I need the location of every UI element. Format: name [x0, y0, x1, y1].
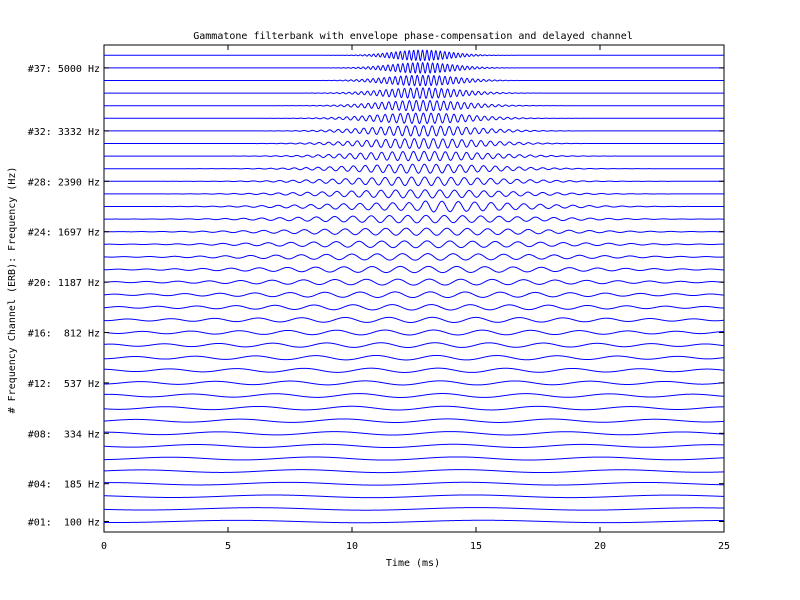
channel-trace-22: [103, 253, 724, 261]
y-axis-label: # Frequency Channel (ERB): Frequency (Hz…: [7, 167, 18, 414]
channel-trace-26: [104, 200, 724, 213]
channel-trace-5: [103, 469, 724, 474]
chart-title: Gammatone filterbank with envelope phase…: [193, 31, 633, 42]
y-axis: #01: 100 Hz #04: 185 Hz #08: 334 Hz #12: 53…: [28, 64, 724, 529]
y-tick-label: #37: 5000 Hz: [28, 64, 100, 75]
channel-trace-36: [104, 74, 724, 87]
channel-trace-8: [104, 431, 724, 436]
channel-trace-9: [103, 418, 724, 423]
y-tick-label: #08: 334 Hz: [28, 429, 100, 440]
channel-trace-23: [103, 240, 724, 249]
channel-trace-6: [103, 456, 724, 461]
channel-trace-1: [104, 519, 724, 524]
x-tick-label: 10: [346, 541, 358, 552]
channel-trace-21: [104, 265, 724, 274]
channel-trace-13: [103, 367, 724, 373]
channel-trace-24: [104, 227, 724, 236]
channel-trace-12: [103, 380, 724, 386]
y-tick-label: #01: 100 Hz: [28, 518, 100, 529]
channel-trace-19: [103, 291, 724, 299]
x-axis-label: Time (ms): [386, 558, 440, 569]
channel-trace-15: [103, 342, 724, 348]
channel-trace-2: [103, 507, 724, 511]
y-tick-label: #28: 2390 Hz: [28, 177, 100, 188]
channel-trace-16: [103, 329, 724, 336]
channel-trace-3: [103, 494, 724, 499]
y-tick-label: #20: 1187 Hz: [28, 278, 100, 289]
x-tick-label: 25: [718, 541, 730, 552]
x-tick-label: 20: [594, 541, 606, 552]
x-tick-label: 15: [470, 541, 482, 552]
channel-trace-34: [104, 100, 724, 112]
y-tick-label: #32: 3332 Hz: [28, 127, 100, 138]
channel-trace-14: [103, 354, 724, 361]
channel-trace-18: [103, 304, 724, 311]
x-tick-label: 0: [101, 541, 107, 552]
channel-trace-37: [104, 61, 724, 74]
channel-trace-32: [104, 125, 724, 137]
channel-trace-30: [104, 150, 724, 162]
channel-trace-27: [104, 189, 724, 199]
channel-trace-4: [104, 481, 724, 486]
channel-trace-10: [103, 405, 724, 411]
channel-trace-35: [104, 87, 724, 99]
y-tick-label: #24: 1697 Hz: [28, 228, 100, 239]
x-tick-label: 5: [225, 541, 231, 552]
channel-traces: [103, 49, 724, 524]
channel-trace-33: [104, 112, 724, 125]
channel-trace-29: [104, 163, 724, 174]
channel-trace-11: [103, 393, 724, 398]
channel-trace-38: [104, 49, 724, 62]
y-tick-label: #04: 185 Hz: [28, 480, 100, 491]
channel-trace-7: [103, 443, 724, 449]
channel-trace-17: [103, 316, 724, 323]
channel-trace-25: [104, 214, 724, 224]
y-tick-label: #16: 812 Hz: [28, 329, 100, 340]
channel-trace-20: [103, 278, 724, 286]
channel-trace-28: [104, 176, 724, 187]
plot-area: [103, 44, 725, 533]
channel-trace-31: [104, 138, 724, 149]
x-axis: 0 5 10 15 20 25: [101, 45, 730, 552]
y-tick-label: #12: 537 Hz: [28, 379, 100, 390]
